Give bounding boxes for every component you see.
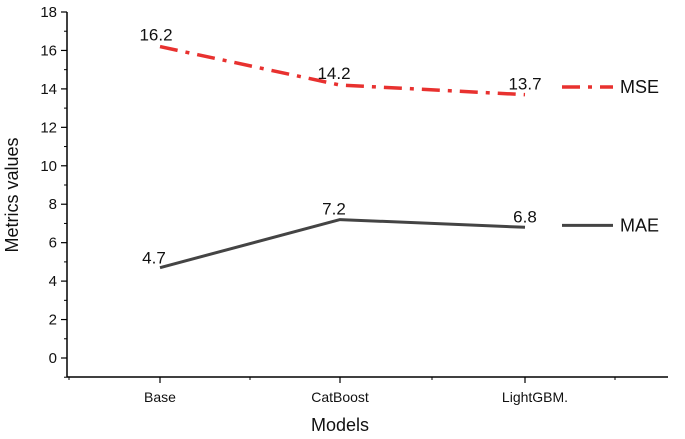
series-line-mse [159,44,526,97]
y-axis-title: Metrics values [2,137,22,252]
legend: MSE MAE [562,77,659,235]
data-label-mse: 16.2 [139,26,172,45]
y-tick-label: 8 [49,196,57,213]
y-axis: 0 2 4 6 8 10 12 14 16 18 [40,4,68,378]
data-label-mse: 14.2 [317,64,350,83]
series-line-mae [159,218,526,270]
y-tick-label: 10 [40,158,57,175]
x-tick-label: CatBoost [311,389,369,405]
data-label-mae: 6.8 [513,207,537,226]
data-label-mae: 4.7 [142,249,166,268]
data-label-mse: 13.7 [508,75,541,94]
x-axis-ticks: Base CatBoost LightGBM. [68,377,616,405]
data-label-mae: 7.2 [322,200,346,219]
legend-label-mse: MSE [620,77,659,97]
series-layer: 16.2 14.2 13.7 4.7 7.2 6.8 [139,26,542,270]
x-tick-label: LightGBM. [502,389,568,405]
y-tick-label: 18 [40,4,57,21]
y-tick-label: 2 [49,312,57,329]
y-axis-ticks: 0 2 4 6 8 10 12 14 16 18 [40,4,67,378]
y-tick-label: 0 [49,350,57,367]
y-tick-label: 4 [49,273,57,290]
y-tick-label: 6 [49,235,57,252]
y-tick-label: 16 [40,42,57,59]
x-axis-title: Models [311,415,369,435]
x-axis: Base CatBoost LightGBM. [67,376,668,405]
legend-label-mae: MAE [620,215,659,235]
y-tick-label: 14 [40,81,57,98]
x-tick-label: Base [144,389,176,405]
y-tick-label: 12 [40,119,57,136]
